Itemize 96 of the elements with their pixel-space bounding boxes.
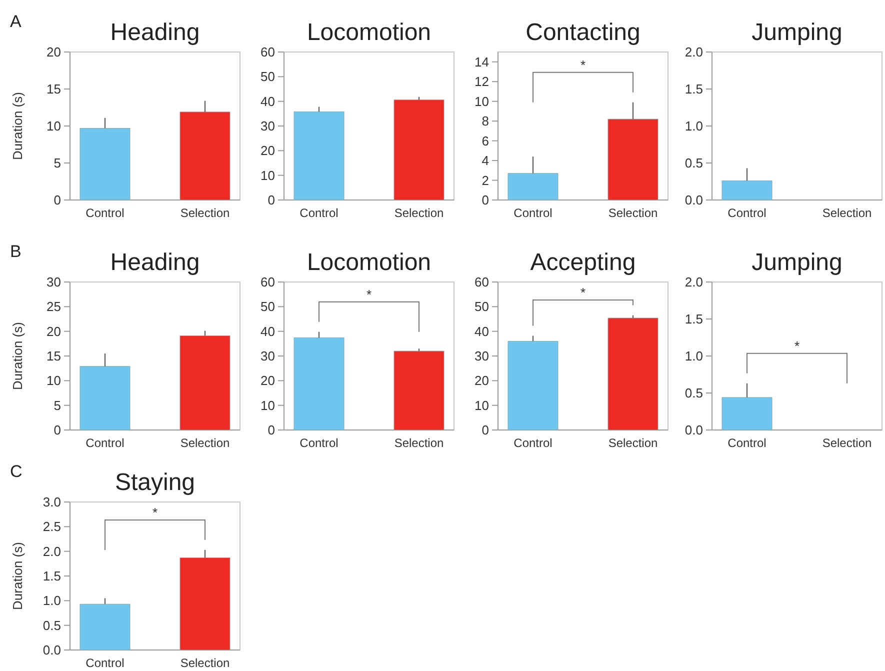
y-tick-label: 60 <box>260 44 275 60</box>
x-tick-label: Control <box>728 206 766 220</box>
y-tick-label: 8 <box>482 114 489 129</box>
y-tick-label: 1.0 <box>684 348 703 364</box>
y-tick-label: 5 <box>54 398 61 413</box>
y-tick-label: 60 <box>474 274 489 290</box>
y-tick-label: 0 <box>54 422 61 438</box>
y-tick-label: 14 <box>474 54 489 70</box>
y-tick-label: 0.0 <box>42 642 61 658</box>
x-tick-label: Selection <box>394 436 444 450</box>
y-tick-label: 20 <box>46 324 61 339</box>
y-tick-label: 0 <box>482 192 489 208</box>
y-tick-label: 60 <box>260 274 275 290</box>
y-tick-label: 1.5 <box>684 312 703 327</box>
y-tick-label: 15 <box>46 348 61 364</box>
y-tick-label: 40 <box>474 324 489 339</box>
y-tick-label: 50 <box>260 299 275 314</box>
y-tick-label: 50 <box>474 299 489 314</box>
y-tick-label: 2.5 <box>42 519 61 534</box>
x-tick-label: Control <box>514 206 552 220</box>
x-tick-label: Control <box>300 436 338 450</box>
y-tick-label: 10 <box>474 94 489 109</box>
y-tick-label: 1.5 <box>684 82 703 97</box>
x-tick-label: Selection <box>822 206 872 220</box>
y-tick-label: 5 <box>54 156 61 171</box>
y-tick-label: 10 <box>46 373 61 388</box>
chart-title: Contacting <box>526 19 640 46</box>
y-tick-label: 30 <box>260 118 275 134</box>
y-axis-title: Duration (s) <box>10 322 25 390</box>
text: A <box>10 12 22 31</box>
y-tick-label: 40 <box>260 324 275 339</box>
annotation: * <box>152 505 158 520</box>
chart-title: Staying <box>114 469 196 496</box>
x-tick-label: Selection <box>180 656 230 670</box>
y-tick-label: 2 <box>482 172 489 188</box>
y-tick-label: 0 <box>268 192 275 208</box>
x-tick-label: Selection <box>822 436 872 450</box>
y-tick-label: 3.0 <box>42 494 61 510</box>
chart-title: Jumping <box>752 19 842 46</box>
x-tick-label: Control <box>86 656 124 670</box>
y-tick-label: 15 <box>46 82 61 97</box>
y-tick-label: 10 <box>474 398 489 413</box>
text: B <box>10 242 22 261</box>
y-tick-label: 0.5 <box>684 386 703 401</box>
annotation: * <box>580 285 586 300</box>
y-tick-label: 1.5 <box>42 568 61 584</box>
y-tick-label: 20 <box>260 143 275 158</box>
y-tick-label: 6 <box>482 133 489 148</box>
y-tick-label: 25 <box>46 299 61 314</box>
chart-title: Heading <box>110 19 200 46</box>
y-tick-label: 2.0 <box>684 44 703 60</box>
chart-title: Jumping <box>752 249 842 276</box>
chart-title: Locomotion <box>306 19 432 46</box>
y-tick-label: 2.0 <box>42 544 61 559</box>
y-axis-title: Duration (s) <box>10 542 25 610</box>
y-tick-label: 12 <box>474 74 489 90</box>
y-tick-label: 2.0 <box>684 274 703 290</box>
y-tick-label: 0 <box>54 192 61 208</box>
y-tick-label: 0.5 <box>42 618 61 633</box>
y-tick-label: 20 <box>260 373 275 388</box>
annotation: * <box>794 338 800 354</box>
y-tick-label: 30 <box>260 348 275 364</box>
x-tick-label: Selection <box>608 436 658 450</box>
y-tick-label: 1.0 <box>684 118 703 134</box>
y-tick-label: 0.0 <box>684 422 703 438</box>
x-tick-label: Control <box>86 206 124 220</box>
annotation: * <box>580 57 586 72</box>
x-tick-label: Control <box>86 436 124 450</box>
y-tick-label: 50 <box>260 69 275 84</box>
x-tick-label: Selection <box>608 206 658 220</box>
chart-title: Heading <box>110 249 200 276</box>
text: C <box>10 462 22 481</box>
x-tick-label: Control <box>300 206 338 220</box>
y-tick-label: 20 <box>46 44 61 60</box>
x-tick-label: Control <box>728 436 766 450</box>
y-tick-label: 0 <box>482 422 489 438</box>
y-tick-label: 10 <box>260 398 275 413</box>
x-tick-label: Control <box>514 436 552 450</box>
y-axis-title: Duration (s) <box>10 92 25 160</box>
y-tick-label: 40 <box>260 94 275 109</box>
x-tick-label: Selection <box>180 436 230 450</box>
y-tick-label: 4 <box>482 153 489 168</box>
x-tick-label: Selection <box>180 206 230 220</box>
y-tick-label: 10 <box>46 118 61 134</box>
chart-title: Accepting <box>530 249 636 276</box>
y-tick-label: 20 <box>474 373 489 388</box>
y-tick-label: 0 <box>268 422 275 438</box>
annotation: * <box>366 286 372 302</box>
y-tick-label: 1.0 <box>42 593 61 608</box>
y-tick-label: 0.5 <box>684 156 703 171</box>
y-tick-label: 30 <box>474 348 489 364</box>
x-tick-label: Selection <box>394 206 444 220</box>
y-tick-label: 0.0 <box>684 192 703 208</box>
y-tick-label: 30 <box>46 274 61 290</box>
y-tick-label: 10 <box>260 168 275 183</box>
chart-title: Locomotion <box>306 249 432 276</box>
